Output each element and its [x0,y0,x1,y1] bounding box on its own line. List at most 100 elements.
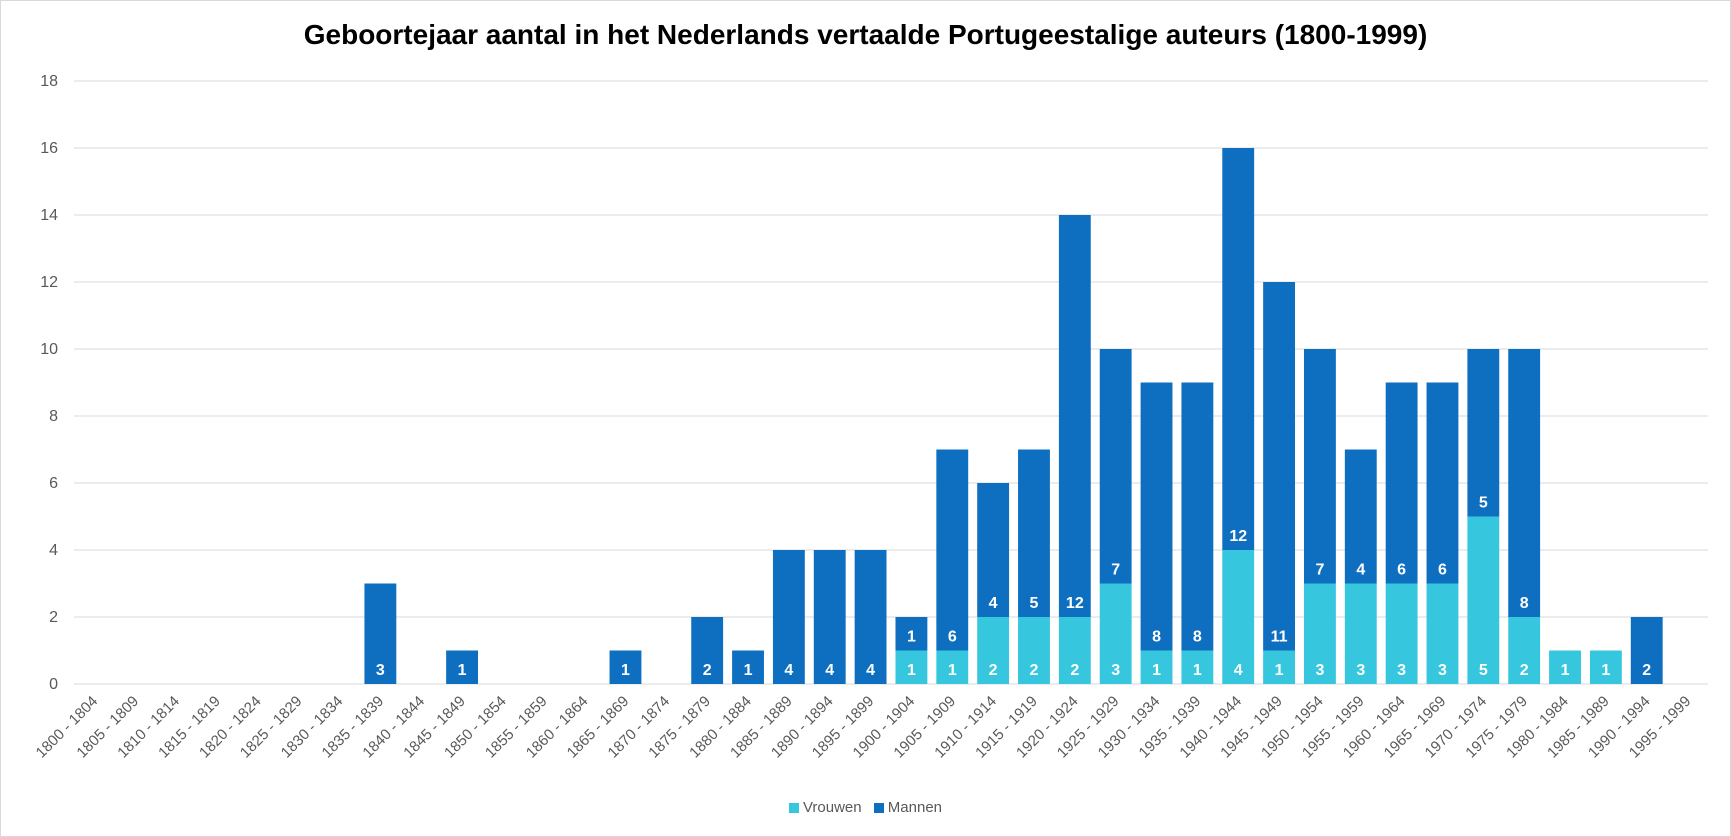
bar-mannen-29 [1263,282,1296,651]
bar-mannen-33 [1426,382,1459,584]
bar-mannen-32 [1385,382,1418,584]
bar-vrouwen-34 [1467,516,1500,684]
bar-vrouwen-36 [1549,650,1581,684]
data-label-mannen-17: 4 [784,662,793,679]
bar-vrouwen-29 [1263,650,1296,684]
data-label-mannen-24: 12 [1066,595,1084,612]
bar-vrouwen-27 [1181,650,1214,684]
bar-vrouwen-22 [977,617,1010,684]
bar-vrouwen-31 [1344,583,1377,684]
y-tick-label-2: 2 [49,609,58,626]
bar-vrouwen-25 [1099,583,1132,684]
bar-mannen-35 [1508,349,1541,617]
data-label-mannen-38: 2 [1642,662,1651,679]
legend-label-vrouwen: Vrouwen [802,799,862,816]
bar-mannen-19 [854,550,887,684]
bar-mannen-34 [1467,349,1500,517]
y-tick-label-18: 18 [40,73,58,90]
data-label-mannen-13: 1 [621,662,630,679]
bar-vrouwen-26 [1140,650,1173,684]
data-label-vrouwen-27: 1 [1193,662,1202,679]
bar-vrouwen-37 [1589,650,1622,684]
y-tick-label-12: 12 [40,274,58,291]
data-label-mannen-30: 7 [1315,562,1324,579]
bar-mannen-24 [1058,215,1091,617]
data-label-mannen-32: 6 [1397,562,1406,579]
data-label-mannen-25: 7 [1111,562,1120,579]
data-label-mannen-15: 2 [703,662,712,679]
data-label-vrouwen-36: 1 [1561,662,1570,679]
data-label-mannen-34: 5 [1479,495,1488,512]
bar-mannen-9 [446,650,479,684]
data-label-vrouwen-28: 4 [1234,662,1243,679]
bar-mannen-13 [609,650,642,684]
bar-mannen-30 [1303,349,1336,584]
bar-mannen-23 [1018,449,1050,617]
legend-item-vrouwen: Vrouwen [788,799,862,816]
data-label-vrouwen-24: 2 [1070,662,1079,679]
data-label-vrouwen-37: 1 [1601,662,1610,679]
data-label-mannen-31: 4 [1356,562,1365,579]
legend: Vrouwen Mannen [1,799,1730,816]
y-tick-label-14: 14 [40,207,58,224]
data-label-vrouwen-26: 1 [1152,662,1161,679]
y-tick-label-10: 10 [40,341,58,358]
bar-mannen-31 [1344,449,1377,584]
bar-mannen-16 [732,650,764,684]
bar-vrouwen-32 [1385,583,1418,684]
data-label-vrouwen-25: 3 [1111,662,1120,679]
data-label-mannen-29: 11 [1271,629,1288,646]
bar-vrouwen-28 [1222,550,1255,684]
data-label-vrouwen-21: 1 [948,662,957,679]
data-label-vrouwen-33: 3 [1438,662,1447,679]
bar-mannen-27 [1181,382,1214,651]
legend-label-mannen: Mannen [887,799,943,816]
data-label-vrouwen-31: 3 [1356,662,1365,679]
data-label-vrouwen-34: 5 [1479,662,1488,679]
bar-vrouwen-35 [1508,617,1541,684]
bar-mannen-18 [813,550,846,684]
bar-vrouwen-33 [1426,583,1459,684]
bar-mannen-21 [936,449,969,651]
data-label-vrouwen-29: 1 [1275,662,1284,679]
data-label-mannen-28: 12 [1229,528,1247,545]
y-tick-label-16: 16 [40,140,58,157]
bar-mannen-25 [1099,349,1132,584]
bar-vrouwen-23 [1018,617,1050,684]
data-label-vrouwen-30: 3 [1315,662,1324,679]
data-label-mannen-19: 4 [866,662,875,679]
bar-mannen-15 [691,617,724,684]
legend-item-mannen: Mannen [873,799,943,816]
data-label-mannen-27: 8 [1193,629,1202,646]
data-label-mannen-9: 1 [458,662,467,679]
data-label-vrouwen-35: 2 [1520,662,1529,679]
bar-mannen-28 [1222,148,1255,550]
data-label-vrouwen-32: 3 [1397,662,1406,679]
bar-vrouwen-24 [1058,617,1091,684]
data-label-mannen-33: 6 [1438,562,1447,579]
y-tick-label-6: 6 [49,475,58,492]
legend-swatch-mannen [873,803,884,813]
y-tick-label-4: 4 [49,542,58,559]
bar-mannen-38 [1630,617,1663,684]
bar-mannen-17 [772,550,805,684]
bar-mannen-26 [1140,382,1173,651]
data-label-mannen-20: 1 [907,629,916,646]
bar-mannen-7 [364,583,397,684]
chart-title: Geboortejaar aantal in het Nederlands ve… [303,19,1428,50]
data-label-mannen-23: 5 [1030,595,1039,612]
y-tick-label-8: 8 [49,408,58,425]
data-label-mannen-18: 4 [825,662,834,679]
bar-mannen-20 [895,617,928,651]
data-label-vrouwen-23: 2 [1030,662,1039,679]
data-label-mannen-16: 1 [744,662,753,679]
bar-vrouwen-30 [1303,583,1336,684]
legend-swatch-vrouwen [788,803,799,813]
data-label-mannen-35: 8 [1520,595,1529,612]
data-label-mannen-21: 6 [948,629,957,646]
data-label-mannen-26: 8 [1152,629,1161,646]
data-label-mannen-7: 3 [376,662,385,679]
data-label-vrouwen-22: 2 [989,662,998,679]
